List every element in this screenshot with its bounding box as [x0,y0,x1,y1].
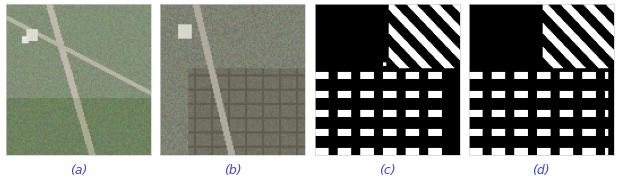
Text: (a): (a) [70,164,87,177]
Text: (b): (b) [224,164,242,177]
Text: (d): (d) [533,164,550,177]
Text: (c): (c) [379,164,396,177]
